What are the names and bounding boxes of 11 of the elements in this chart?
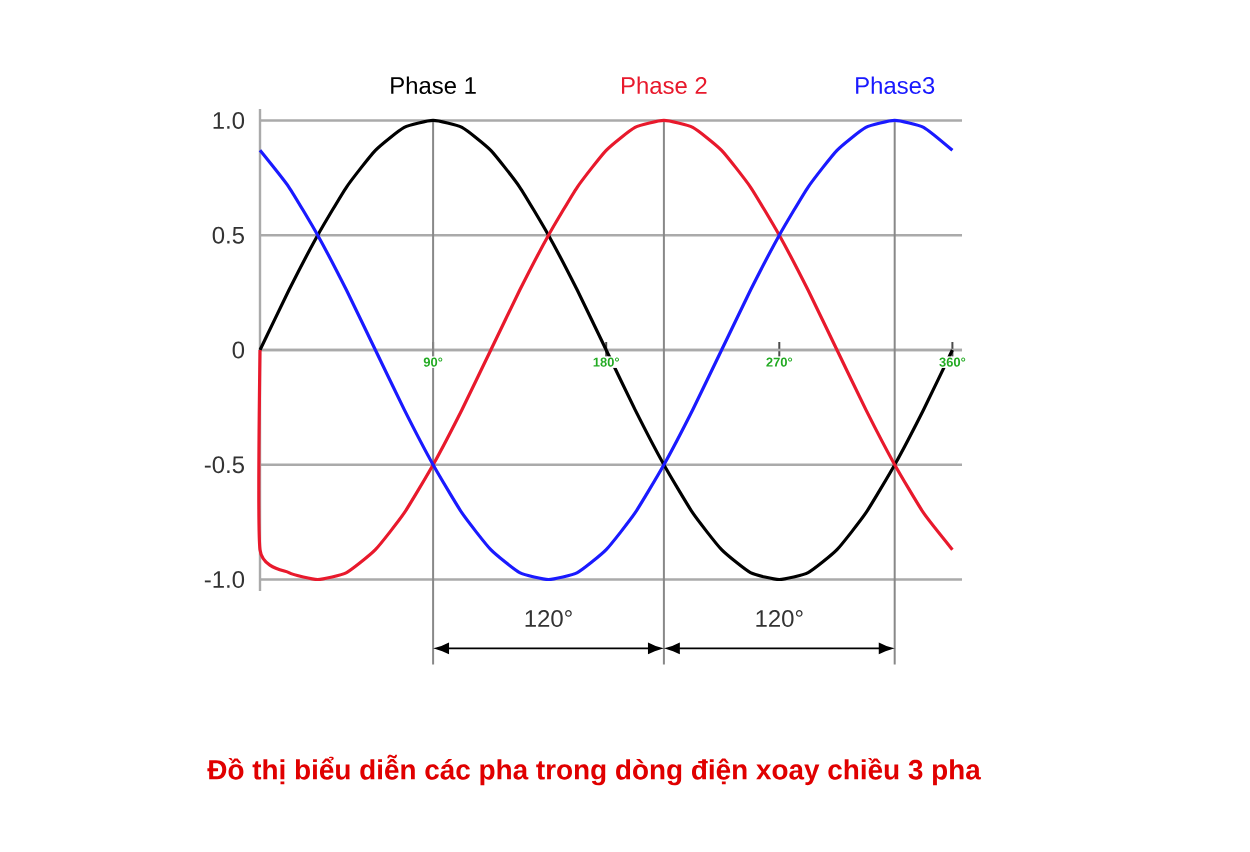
text: 120° [525, 610, 572, 627]
series-label: Phase 1 [391, 76, 476, 94]
y-tick-label: 0 [232, 341, 245, 359]
y-tick-label: 1.0 [213, 112, 245, 129]
text: 120° [756, 610, 803, 627]
series-label: Phase3 [856, 76, 935, 94]
y-tick-label: -0.5 [204, 456, 244, 474]
y-tick-label: -1.0 [204, 571, 245, 588]
series-label: Phase 2 [622, 76, 707, 94]
y-tick-label: 0.5 [212, 226, 244, 244]
text: Đồ thị biểu diễn các pha trong dòng điện xoay chiều 3 pha [207, 754, 981, 786]
